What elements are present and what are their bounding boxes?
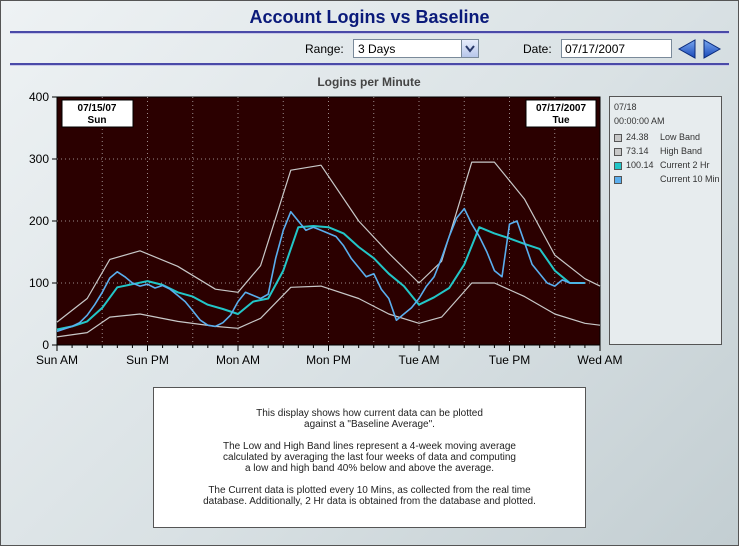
legend-label: High Band: [660, 146, 703, 156]
start-date-annotation: 07/15/07 Sun: [61, 99, 134, 128]
range-label: Range:: [305, 42, 344, 56]
x-tick-label: Tue AM: [399, 353, 440, 367]
right-arrow-icon: [703, 39, 722, 59]
legend: 07/18 00:00:00 AM 24.38 Low Band 73.14 H…: [609, 96, 722, 345]
legend-date: 07/18: [614, 102, 637, 112]
y-tick-label: 100: [29, 276, 49, 290]
end-date-label: 07/17/2007: [536, 103, 586, 114]
legend-item-low-band: 24.38 Low Band: [614, 132, 722, 144]
legend-value: 24.38: [626, 132, 649, 142]
chevron-down-icon[interactable]: [461, 40, 478, 57]
range-select-value: 3 Days: [358, 42, 396, 56]
next-date-button[interactable]: [702, 38, 722, 60]
date-label: Date:: [523, 42, 552, 56]
header-divider: [10, 31, 729, 34]
date-input[interactable]: [561, 39, 672, 58]
controls-divider: [10, 63, 729, 66]
legend-label: Low Band: [660, 132, 701, 142]
x-tick-label: Mon PM: [306, 353, 351, 367]
left-arrow-icon: [677, 39, 696, 59]
chart-title: Logins per Minute: [317, 75, 421, 89]
low-band-line: [56, 282, 601, 338]
y-tick-label: 200: [29, 214, 49, 228]
range-select[interactable]: 3 Days: [353, 39, 479, 58]
previous-date-button[interactable]: [677, 38, 697, 60]
legend-label: Current 2 Hr: [660, 160, 710, 170]
start-date-label: 07/15/07: [78, 103, 117, 114]
legend-item-current-10-min: Current 10 Min: [614, 174, 722, 186]
x-tick-label: Sun PM: [126, 353, 169, 367]
grid: [57, 97, 600, 345]
page-title: Account Logins vs Baseline: [249, 7, 490, 27]
y-tick-label: 400: [29, 90, 49, 104]
note-paragraph: The Current data is plotted every 10 Min…: [203, 485, 536, 507]
end-date-annotation: 07/17/2007 Tue: [525, 99, 597, 128]
series-lines: [56, 161, 601, 338]
legend-swatch: [614, 176, 622, 184]
note-paragraph: This display shows how current data can …: [256, 408, 483, 430]
end-day-label: Tue: [552, 115, 569, 126]
legend-swatch: [614, 148, 622, 156]
legend-item-current-2-hr: 100.14 Current 2 Hr: [614, 160, 722, 172]
axes: 0 100 200 300 400 Sun AM Sun PM Mon AM Mon PM Tue…: [29, 90, 623, 367]
x-tick-label: Mon AM: [216, 353, 260, 367]
high-band-line: [56, 161, 601, 323]
x-tick-label: Wed AM: [577, 353, 622, 367]
x-tick-label: Tue PM: [489, 353, 531, 367]
current-10min-line: [56, 207, 585, 333]
logins-chart: Logins per Minute 0 100 200 300 400 Sun AM Sun…: [29, 75, 623, 367]
description-note: This display shows how current data can …: [153, 387, 586, 528]
y-tick-label: 300: [29, 152, 49, 166]
y-tick-label: 0: [42, 338, 49, 352]
note-paragraph: The Low and High Band lines represent a …: [223, 441, 516, 474]
legend-time: 00:00:00 AM: [614, 116, 665, 126]
legend-value: 100.14: [626, 160, 654, 170]
current-2hr-line: [56, 225, 585, 331]
legend-swatch: [614, 134, 622, 142]
x-tick-label: Sun AM: [36, 353, 78, 367]
legend-item-high-band: 73.14 High Band: [614, 146, 722, 158]
legend-value: 73.14: [626, 146, 649, 156]
start-day-label: Sun: [88, 115, 107, 126]
date-annotations: 07/15/07 Sun 07/17/2007 Tue: [61, 99, 597, 128]
legend-label: Current 10 Min: [660, 174, 720, 184]
legend-swatch: [614, 162, 622, 170]
